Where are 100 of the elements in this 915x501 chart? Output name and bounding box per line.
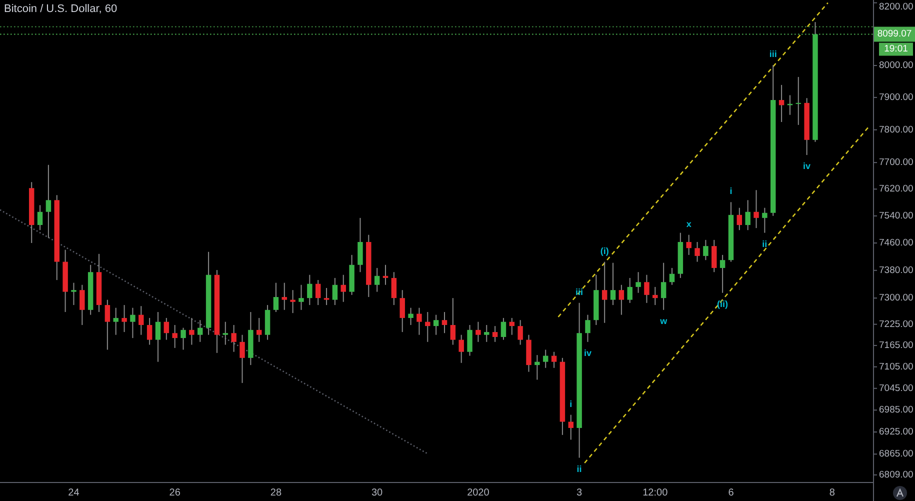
candlestick [720, 254, 726, 294]
candlestick [534, 354, 540, 380]
candlestick [745, 200, 750, 231]
y-tick-label: 7540.00 [879, 210, 914, 222]
candlestick [796, 76, 802, 126]
y-tick-label: 7300.00 [879, 292, 914, 304]
candlestick [80, 284, 85, 326]
candlestick [518, 320, 523, 346]
candlestick [138, 306, 144, 336]
y-tick-label: 7700.00 [879, 157, 914, 168]
candlestick [46, 164, 52, 238]
candlestick [104, 299, 110, 350]
annotation: ii [576, 464, 582, 474]
candlestick [778, 84, 784, 122]
candlestick [273, 282, 279, 313]
text: 19:01 [884, 44, 908, 55]
candlestick [130, 307, 136, 339]
candlestick [113, 307, 118, 336]
candlestick [585, 314, 590, 342]
candlestick [172, 324, 178, 348]
candlestick [450, 298, 456, 346]
annotation: (i) [600, 246, 609, 256]
candlestick [382, 264, 388, 286]
candlestick [433, 314, 439, 336]
candlestick [686, 234, 692, 256]
candlestick [602, 261, 608, 324]
candlestick [416, 307, 422, 336]
annotation: (ii) [717, 298, 728, 309]
candlestick [618, 284, 624, 316]
annotation: w [659, 316, 668, 326]
x-tick-label: 28 [270, 488, 282, 498]
candlestick [636, 272, 641, 294]
candlestick [358, 217, 363, 273]
candlestick [231, 324, 236, 352]
y-tick-label: 6865.00 [879, 448, 914, 460]
candlestick [500, 317, 506, 340]
candlestick [146, 317, 152, 346]
candlestick [340, 274, 346, 302]
candlestick [762, 207, 768, 234]
candlestick [307, 274, 312, 306]
candlestick [627, 277, 632, 304]
x-tick-label: 12:00 [642, 488, 668, 498]
y-tick-label: 8000.00 [879, 60, 914, 71]
candlestick [458, 334, 464, 364]
y-tick-label: 6809.00 [879, 469, 914, 480]
candlestick [542, 349, 548, 368]
candlestick [736, 207, 742, 231]
candlestick [71, 282, 76, 306]
annotation: i [570, 398, 572, 409]
annotation: iv [584, 348, 592, 358]
y-tick-label: 7620.00 [879, 184, 914, 195]
candlestick [425, 312, 430, 342]
candlestick [754, 190, 759, 229]
candlestick [155, 312, 161, 362]
candlestick [644, 274, 650, 304]
y-tick-label: 7460.00 [879, 237, 914, 248]
candlestick [122, 304, 127, 333]
candlestick [660, 262, 666, 310]
x-tick-label: 8 [829, 488, 836, 498]
candlestick [476, 321, 481, 342]
candlestick [484, 324, 490, 342]
y-tick-label: 7800.00 [879, 124, 914, 136]
y-tick-label: 6925.00 [879, 426, 914, 438]
y-tick-label: 7225.00 [879, 318, 914, 330]
x-tick-label: 2020 [467, 488, 490, 498]
x-tick-label: 30 [372, 488, 384, 498]
candlestick [712, 239, 717, 273]
candlestick [315, 280, 321, 306]
annotation: x [686, 218, 692, 229]
candlestick [37, 204, 43, 231]
candlestick [391, 272, 397, 306]
annotation: iii [576, 286, 584, 297]
annotation: ii [762, 238, 768, 249]
x-tick-label: 24 [68, 488, 80, 498]
candlestick [703, 239, 708, 261]
y-tick-label: 7165.00 [879, 340, 914, 351]
candlestick [298, 284, 304, 310]
candlestick [180, 327, 186, 350]
annotation: iii [769, 49, 777, 60]
y-tick-label: 7380.00 [879, 264, 914, 276]
y-tick-label: 6985.00 [879, 404, 914, 416]
candlestick [467, 324, 472, 356]
y-tick-label: 7105.00 [879, 361, 914, 372]
candlestick [509, 317, 515, 336]
candlestick [408, 307, 414, 326]
candlestick [290, 290, 296, 314]
annotation: i [730, 186, 732, 196]
candlestick [256, 317, 262, 342]
candlestick [332, 277, 338, 306]
candlestick [492, 326, 498, 342]
candlestick [694, 241, 700, 262]
x-tick-label: 6 [728, 488, 734, 498]
candlestick [551, 351, 557, 368]
candlestick [374, 267, 380, 292]
chart-title: Bitcoin / U.S. Dollar, 60 [4, 3, 118, 15]
candlestick [568, 414, 574, 440]
x-tick-label: 3 [576, 488, 583, 498]
candlestick [164, 317, 170, 340]
x-tick-label: 26 [169, 488, 181, 498]
candlestick [240, 334, 245, 384]
